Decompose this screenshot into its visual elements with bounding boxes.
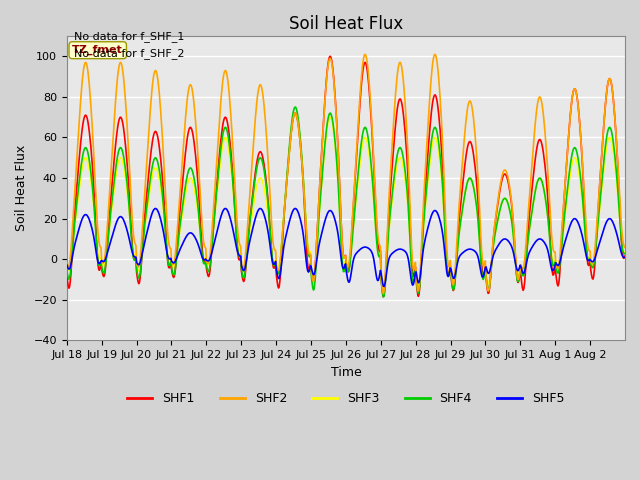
Legend: SHF1, SHF2, SHF3, SHF4, SHF5: SHF1, SHF2, SHF3, SHF4, SHF5 <box>122 387 570 410</box>
Text: No data for f_SHF_1: No data for f_SHF_1 <box>74 31 184 42</box>
Text: No data for f_SHF_2: No data for f_SHF_2 <box>74 48 184 59</box>
X-axis label: Time: Time <box>330 366 361 379</box>
Title: Soil Heat Flux: Soil Heat Flux <box>289 15 403 33</box>
Text: TZ_fmet: TZ_fmet <box>72 45 123 55</box>
Y-axis label: Soil Heat Flux: Soil Heat Flux <box>15 145 28 231</box>
